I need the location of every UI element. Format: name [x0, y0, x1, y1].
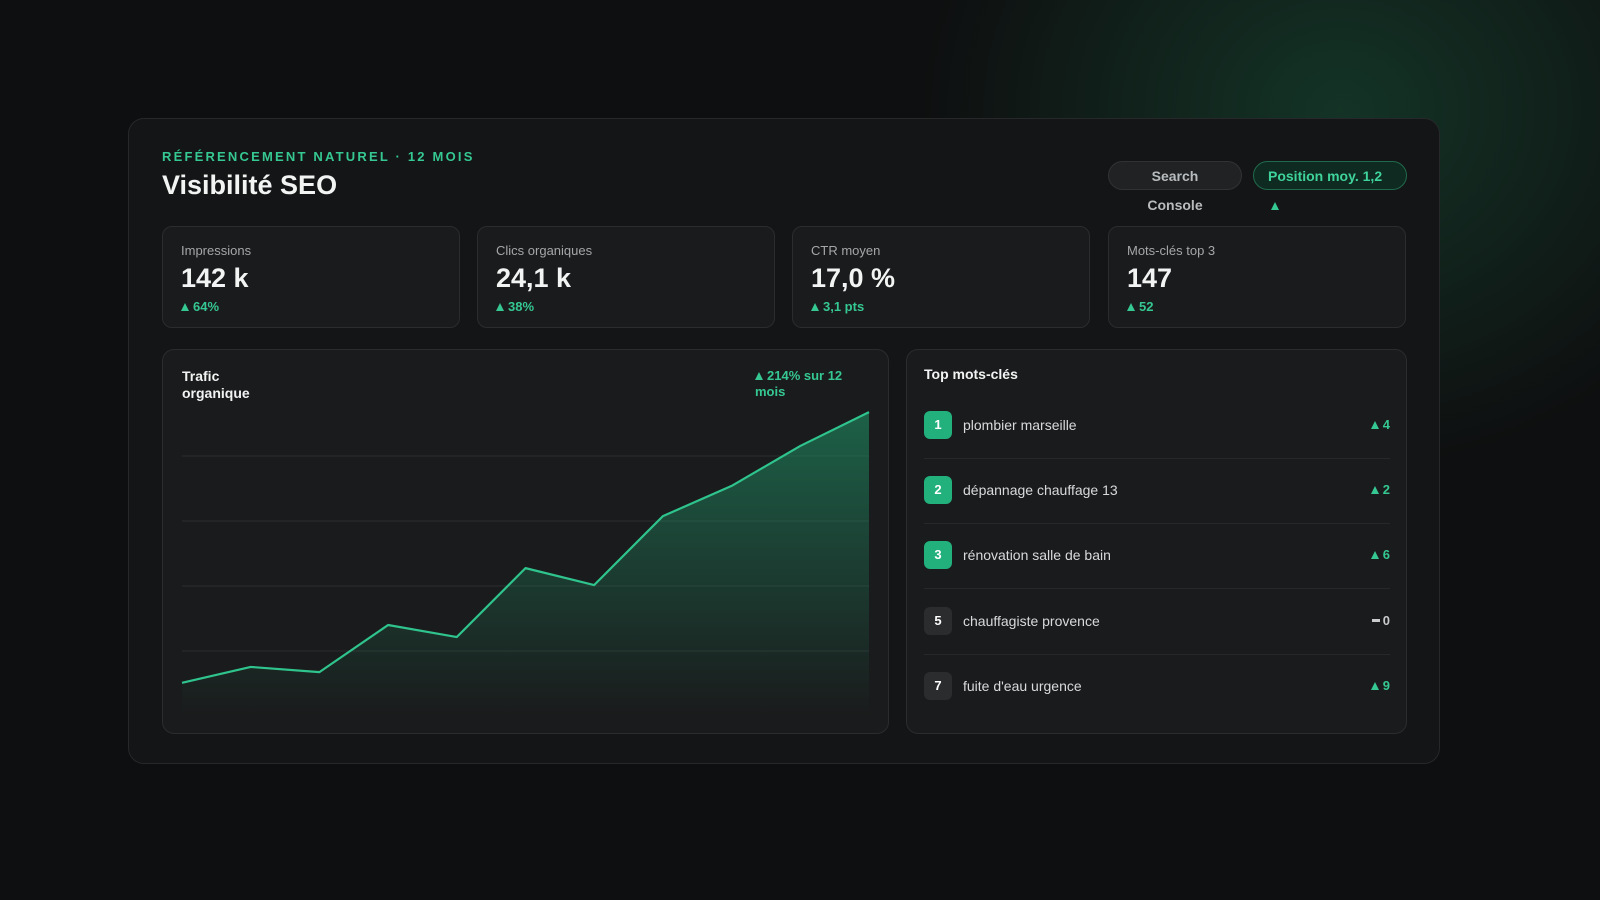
- up-icon: [496, 303, 504, 311]
- keyword-row: 7 fuite d'eau urgence 9: [924, 671, 1390, 700]
- up-icon: [1370, 486, 1379, 495]
- eyebrow: RÉFÉRENCEMENT NATUREL · 12 MOIS: [162, 149, 475, 164]
- up-icon: [1271, 202, 1279, 210]
- keyword-name: fuite d'eau urgence: [963, 677, 1082, 694]
- up-icon: [181, 303, 189, 311]
- kpi-value: 142 k: [181, 263, 249, 293]
- kpi-delta: 38%: [496, 299, 756, 314]
- kpi-delta-text: 52: [1139, 299, 1154, 314]
- keyword-row: 5 chauffagiste provence 0: [924, 606, 1390, 635]
- position-badge[interactable]: Position moy. 1,2: [1253, 161, 1407, 210]
- keyword-change-value: 2: [1382, 482, 1390, 498]
- kpi-value: 17,0 %: [811, 263, 896, 293]
- keyword-name: dépannage chauffage 13: [963, 482, 1118, 499]
- chart-annotation: 214% sur 12 mois: [755, 368, 865, 400]
- keyword-change: 9: [1370, 677, 1390, 693]
- kpi-delta: 3,1 pts: [811, 299, 1071, 314]
- up-icon: [811, 303, 819, 311]
- line: [181, 411, 870, 684]
- keyword-change: 0: [1371, 612, 1390, 628]
- kpi-value: 147: [1127, 263, 1173, 293]
- kpi-card: Mots-clés top 3 147 52: [1108, 226, 1406, 328]
- keyword-change-value: 0: [1382, 612, 1390, 628]
- rank-badge: 5: [924, 606, 952, 635]
- kpi-delta-text: 38%: [508, 299, 535, 314]
- row-separator: [924, 653, 1390, 655]
- kpi-card: Clics organiques 24,1 k 38%: [477, 226, 775, 328]
- rank-badge: 3: [924, 541, 952, 570]
- keyword-change-value: 9: [1382, 677, 1390, 693]
- keyword-name: plombier marseille: [963, 417, 1077, 433]
- kpi-value: 24,1 k: [496, 263, 572, 293]
- kpi-delta: 52: [1127, 299, 1387, 314]
- up-icon: [755, 372, 763, 380]
- row-separator: [924, 458, 1390, 459]
- rank-badge: 7: [924, 671, 952, 700]
- rank-badge: 2: [924, 476, 952, 505]
- source-badge[interactable]: Search Console: [1108, 161, 1242, 213]
- flat-icon: [1371, 618, 1380, 622]
- keyword-change: 6: [1370, 547, 1390, 563]
- rank-badge: 1: [924, 411, 952, 439]
- keyword-change: 4: [1370, 417, 1390, 432]
- kpi-delta: 64%: [181, 299, 441, 314]
- kpi-label: Mots-clés top 3: [1127, 243, 1216, 258]
- keyword-name: rénovation salle de bain: [963, 547, 1111, 564]
- chart-title: Trafic organique: [182, 368, 250, 401]
- kpi-card: Impressions 142 k 64%: [162, 226, 460, 328]
- up-icon: [1127, 303, 1135, 311]
- keyword-name: chauffagiste provence: [963, 612, 1100, 629]
- row-separator: [924, 588, 1390, 590]
- keyword-change-value: 6: [1382, 547, 1390, 563]
- keyword-row: 1 plombier marseille 4: [924, 411, 1390, 439]
- up-icon: [1370, 421, 1379, 429]
- keywords-title: Top mots-clés: [924, 366, 1018, 382]
- keyword-row: 2 dépannage chauffage 13 2: [924, 476, 1390, 505]
- kpi-delta-text: 64%: [193, 299, 220, 314]
- row-separator: [924, 523, 1390, 525]
- up-icon: [1370, 551, 1379, 560]
- position-text: Position moy. 1,2: [1268, 168, 1383, 184]
- kpi-label: Impressions: [181, 243, 252, 258]
- kpi-card: CTR moyen 17,0 % 3,1 pts: [792, 226, 1090, 328]
- kpi-delta-text: 3,1 pts: [823, 299, 865, 314]
- keyword-change-value: 4: [1382, 417, 1390, 432]
- keywords-panel: [906, 349, 1407, 734]
- kpi-label: Clics organiques: [496, 243, 593, 258]
- keyword-row: 3 rénovation salle de bain 6: [924, 541, 1390, 570]
- annotation-text: 214% sur 12 mois: [755, 368, 843, 399]
- chart: [181, 411, 870, 716]
- page-title: Visibilité SEO: [162, 170, 338, 200]
- up-icon: [1370, 681, 1379, 690]
- keyword-change: 2: [1370, 482, 1390, 498]
- area: [182, 412, 869, 716]
- kpi-label: CTR moyen: [811, 243, 881, 258]
